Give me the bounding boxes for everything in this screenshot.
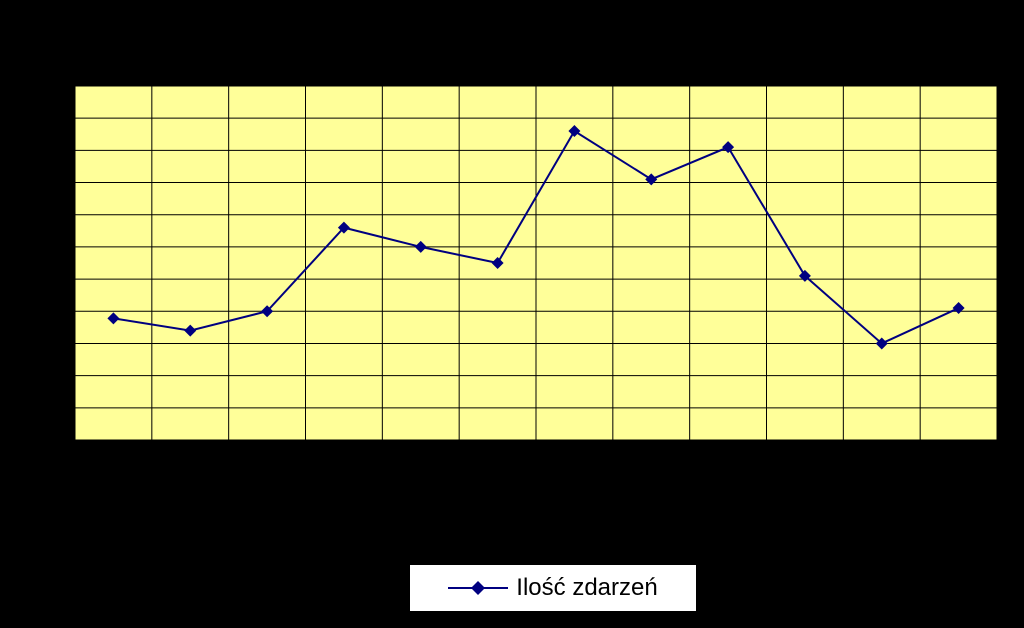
data-point-marker [568,125,581,138]
data-point-marker [952,302,965,315]
x-tick-label: Lipiec [542,449,577,484]
chart-legend: Ilość zdarzeń [410,565,696,611]
x-tick-label: Sierpień [609,450,653,494]
x-tick-label: Marzec [228,449,269,490]
data-point-marker [645,173,658,186]
x-tick-label: Kwiecień [299,450,346,497]
y-tick-label: 500 [49,274,67,286]
data-point-marker [414,240,427,253]
y-tick-label: 900 [49,145,67,157]
data-point-marker [722,141,735,154]
data-point-marker [107,312,120,325]
legend-marker-icon [448,581,509,595]
data-point-marker [337,221,350,234]
x-tick-label: Styczeń [72,450,115,493]
y-tick-label: 600 [49,242,67,254]
y-tick-label: 800 [49,178,67,190]
plot-area [74,85,998,441]
y-tick-label: 400 [49,306,67,318]
x-tick-label: Maj [397,449,422,474]
y-tick-label: 700 [49,210,67,222]
x-tick-label: Wrzesień [681,450,730,499]
x-tick-label: Listopad [839,450,884,495]
y-tick-label: 1100 [43,81,67,93]
series-polyline [113,129,960,345]
x-axis: Styczeń Luty Marzec Kwiecień Maj Czerwiec Lipi… [72,449,960,507]
y-tick-label: 300 [49,338,67,350]
x-tick-label: Luty [164,449,192,477]
data-point-marker [798,269,811,282]
y-axis: 0 100 200 300 400 500 600 700 800 900 1000 1100 [43,81,67,447]
data-point-marker [184,324,197,337]
y-tick-label: 1000 [43,113,67,125]
y-tick-label: 200 [49,371,67,383]
data-point-marker [875,337,888,350]
legend-label: Ilość zdarzeń [516,574,658,601]
x-tick-label: Październik [749,449,807,507]
x-tick-label: Czerwiec [451,449,500,498]
data-point-marker [491,257,504,269]
data-point-marker [261,305,274,318]
x-tick-label: Grudzień [913,450,961,498]
y-tick-label: 100 [49,403,67,415]
y-tick-label: 0 [61,435,67,447]
series-line [107,125,965,350]
